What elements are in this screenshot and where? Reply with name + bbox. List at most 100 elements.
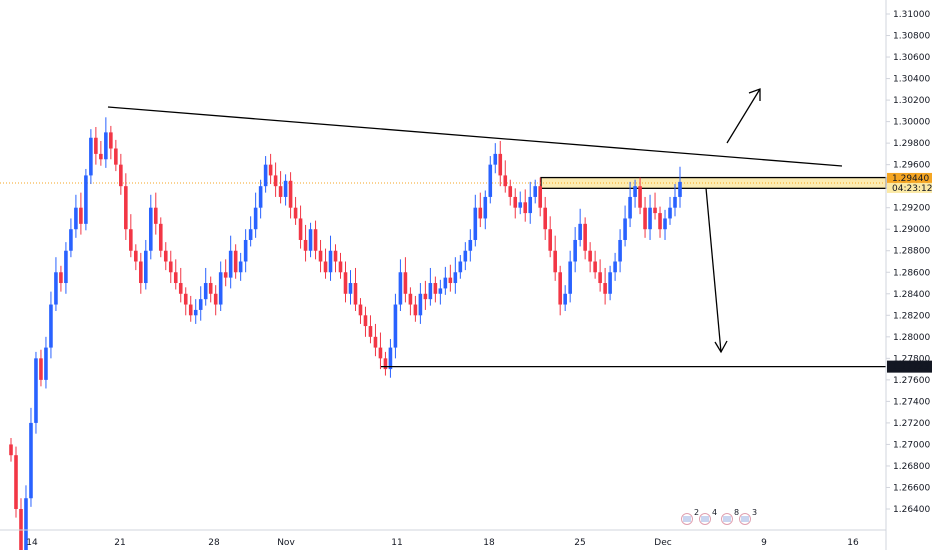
candle-body [473,207,478,240]
candle-body [59,272,63,284]
flag-icon [723,516,731,522]
candle-body [368,326,373,337]
candle-body [343,272,348,294]
y-tick-label: 1.27400 [893,397,930,407]
candle-body [463,250,468,262]
event-count: 8 [734,508,739,517]
y-tick-label: 1.28000 [893,333,930,343]
candle-body [378,347,383,359]
candle-body [124,186,128,230]
candle-body [678,181,682,197]
candle-body [188,304,193,316]
candle-body [353,283,358,305]
candle-body [623,218,627,240]
candle-body [213,293,218,305]
flag-icon [683,516,691,522]
x-tick-label: Nov [277,538,295,548]
candle-body [84,175,88,224]
candle-body [308,229,313,251]
candle-body [298,218,303,240]
candle-body [333,250,338,262]
candle-body [363,315,368,327]
candle-body [129,229,133,251]
candle-body [498,153,503,176]
candle-body [653,207,657,214]
candle-body [548,229,552,251]
candle-body [193,309,198,316]
candle-body [248,229,253,240]
candle-body [373,336,378,348]
current-price-label: 1.29440 [887,172,932,184]
candle-body [648,207,652,230]
flag-icon [701,516,709,522]
candle-body [283,180,288,197]
y-tick-label: 1.27600 [893,376,930,386]
y-tick-label: 1.28200 [893,311,930,321]
candle-body [553,250,557,273]
candle-body [89,137,93,176]
y-tick-label: 1.30200 [893,96,930,106]
candle-body [228,250,233,278]
candle-body [288,180,293,208]
candle-body [278,186,283,197]
candle-body [618,239,622,262]
candle-body [183,293,188,305]
x-tick-label: 25 [574,538,585,548]
candle-body [438,288,443,294]
candle-body [543,207,548,230]
candle-body [458,261,463,273]
candle-body [258,186,263,208]
candle-body [558,272,562,305]
candle-body [493,153,498,165]
event-count: 4 [712,508,717,517]
y-tick-label: 1.30800 [893,32,930,42]
candle-body [638,186,642,208]
candle-body [423,293,428,300]
candle-body [468,239,473,251]
candle-body [508,186,513,197]
candle-body [448,277,453,284]
candle-body [658,213,662,230]
y-tick-label: 1.26400 [893,505,930,515]
candle-body [483,196,488,219]
candle-body [44,347,48,380]
candle-body [9,444,13,456]
candle-body [158,223,163,251]
descending-trendline[interactable] [107,106,843,167]
y-tick-label: 1.30600 [893,53,930,63]
candle-body [24,498,28,550]
candle-body [603,283,607,294]
y-tick-label: 1.28800 [893,247,930,257]
candle-body [104,132,108,160]
candle-body [668,207,672,219]
candle-body [318,250,323,262]
candle-body [99,153,103,160]
candle-body [253,207,258,230]
candle-body [153,207,158,224]
candle-body [533,186,538,197]
candle-body [39,358,43,380]
candle-body [348,283,353,294]
candle-body [358,304,363,316]
candle-body [408,293,413,305]
candle-body [663,218,667,230]
x-axis-ticks: 14 21 28 Nov 11 18 25 Dec 9 16 [26,538,859,548]
candle-body [538,186,543,208]
candle-body [418,293,423,316]
down-arrow[interactable] [705,187,728,354]
candle-body [478,207,483,219]
candle-body [29,422,33,499]
x-tick-label: 16 [847,538,859,548]
up-arrow[interactable] [726,88,761,144]
countdown-label: 04:23:12 [887,182,932,194]
support-price-label: 1.27723 [887,360,932,373]
y-tick-label: 1.29000 [893,225,930,235]
candle-body [148,207,153,251]
candle-body [608,272,612,294]
event-markers[interactable]: 2 4 8 3 [681,508,758,525]
candle-body [328,250,333,273]
y-tick-label: 1.28600 [893,268,930,278]
candle-body [293,207,298,219]
